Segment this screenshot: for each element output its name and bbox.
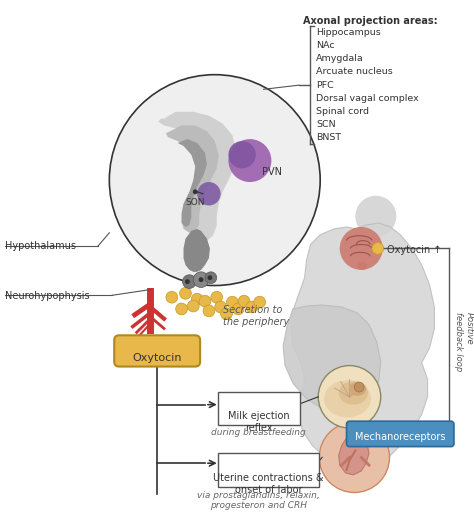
Text: via prostaglandins, relaxin,
progesteron and CRH: via prostaglandins, relaxin, progesteron… [197, 491, 320, 510]
Text: Uterine contractions &
onset of labor: Uterine contractions & onset of labor [213, 473, 324, 495]
Circle shape [109, 74, 320, 286]
Polygon shape [291, 223, 434, 467]
Circle shape [372, 243, 383, 254]
FancyBboxPatch shape [218, 453, 319, 487]
Circle shape [340, 227, 383, 270]
Text: Hypothalamus: Hypothalamus [5, 240, 76, 251]
Circle shape [191, 293, 203, 305]
Ellipse shape [324, 380, 371, 417]
Circle shape [211, 292, 223, 303]
Circle shape [228, 139, 272, 182]
Circle shape [215, 301, 227, 313]
Circle shape [246, 301, 258, 313]
Text: NAc: NAc [316, 41, 335, 50]
Polygon shape [158, 112, 236, 240]
Text: PVN: PVN [262, 168, 282, 177]
Text: Hippocampus: Hippocampus [316, 28, 381, 37]
Circle shape [197, 182, 220, 205]
Text: Spinal cord: Spinal cord [316, 107, 369, 116]
Polygon shape [339, 434, 369, 475]
Polygon shape [283, 305, 381, 412]
Circle shape [203, 305, 215, 317]
Text: during breastfeeding: during breastfeeding [211, 428, 306, 437]
Circle shape [232, 303, 244, 315]
Ellipse shape [339, 381, 368, 405]
Circle shape [208, 275, 212, 280]
Circle shape [185, 279, 190, 284]
Circle shape [193, 189, 198, 194]
Circle shape [182, 275, 196, 288]
Circle shape [193, 272, 209, 287]
FancyBboxPatch shape [346, 421, 454, 446]
Circle shape [187, 300, 199, 312]
Text: Neurohypophysis: Neurohypophysis [5, 292, 90, 302]
Text: Milk ejection
reflex: Milk ejection reflex [228, 411, 290, 433]
Text: Amygdala: Amygdala [316, 54, 364, 63]
Text: Secretion to
the periphery: Secretion to the periphery [223, 305, 289, 327]
Text: Positive
feedback loop: Positive feedback loop [454, 312, 474, 371]
Ellipse shape [357, 262, 367, 270]
Text: Mechanoreceptors: Mechanoreceptors [355, 432, 446, 442]
Circle shape [227, 296, 238, 308]
Circle shape [166, 292, 178, 303]
Circle shape [205, 272, 217, 284]
Text: SON: SON [185, 198, 205, 206]
Text: Oxytocin ↑: Oxytocin ↑ [387, 245, 441, 254]
Text: Axonal projection areas:: Axonal projection areas: [302, 16, 437, 26]
Circle shape [355, 382, 364, 392]
Circle shape [176, 303, 187, 315]
Text: SCN: SCN [316, 120, 336, 129]
Text: Dorsal vagal complex: Dorsal vagal complex [316, 94, 419, 103]
Ellipse shape [348, 382, 366, 396]
Circle shape [318, 365, 381, 428]
Circle shape [254, 296, 265, 308]
Polygon shape [183, 229, 210, 272]
Polygon shape [178, 139, 207, 227]
Circle shape [356, 196, 396, 237]
Circle shape [319, 422, 390, 493]
Circle shape [228, 141, 256, 169]
Circle shape [199, 277, 203, 282]
Text: Arcuate nucleus: Arcuate nucleus [316, 68, 393, 77]
Circle shape [238, 295, 250, 307]
FancyBboxPatch shape [218, 392, 300, 425]
Circle shape [346, 429, 364, 446]
Text: BNST: BNST [316, 133, 341, 142]
Text: PFC: PFC [316, 80, 334, 89]
Circle shape [180, 287, 191, 299]
Polygon shape [166, 126, 219, 233]
Circle shape [199, 295, 211, 307]
Circle shape [220, 308, 232, 320]
Text: Oxytocin: Oxytocin [132, 353, 182, 363]
FancyBboxPatch shape [114, 335, 200, 367]
